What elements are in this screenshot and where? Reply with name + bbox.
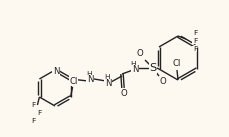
Text: F: F [192,38,196,44]
Text: F: F [31,102,35,108]
Text: N: N [52,66,59,75]
Text: O: O [120,89,127,98]
Text: H: H [86,71,91,77]
Text: F: F [37,110,41,116]
Text: F: F [192,46,196,52]
Text: H: H [130,61,135,67]
Text: O: O [159,76,166,85]
Text: F: F [192,30,196,36]
Text: O: O [136,49,143,58]
Text: N: N [86,75,93,85]
Text: N: N [131,65,138,75]
Text: Cl: Cl [172,59,180,68]
Text: N: N [104,79,111,89]
Text: F: F [31,118,35,124]
Text: S: S [149,63,156,73]
Text: Cl: Cl [69,76,77,85]
Text: H: H [104,74,109,80]
